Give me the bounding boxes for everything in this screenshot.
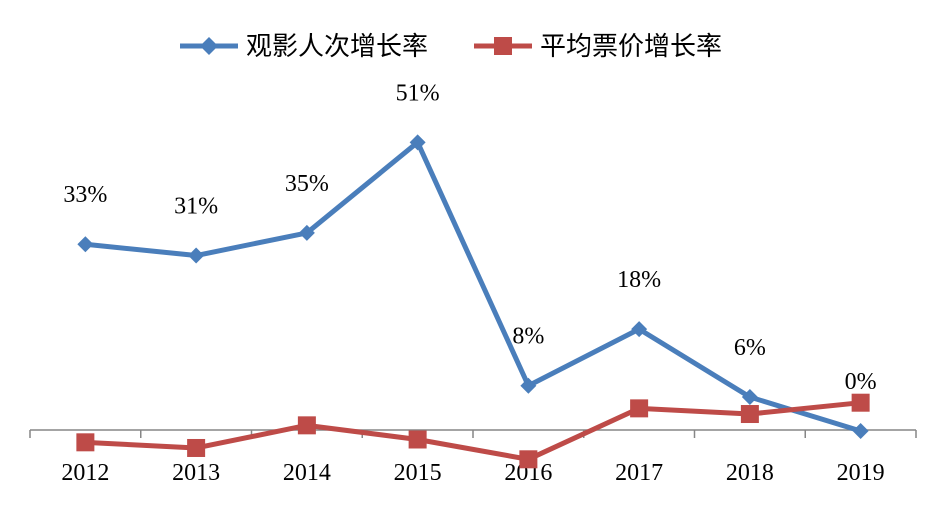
series-line-2 (85, 400, 861, 462)
data-point-square (408, 430, 427, 449)
x-tick-label: 2013 (172, 460, 220, 486)
data-point-diamond (77, 236, 94, 253)
legend: 观影人次增长率 平均票价增长率 (180, 32, 722, 62)
data-label: 51% (396, 80, 440, 106)
legend-marker-diamond (200, 37, 218, 55)
series-line-1 (85, 139, 862, 434)
data-point-diamond (188, 247, 205, 264)
data-label: 18% (617, 267, 661, 293)
data-label: 6% (734, 335, 766, 361)
x-tick-label: 2018 (726, 460, 774, 486)
data-label: 35% (285, 171, 329, 197)
series-group (76, 134, 870, 469)
data-point-diamond (298, 224, 315, 241)
data-point-diamond (409, 134, 426, 151)
legend-item-1: 观影人次增长率 (180, 32, 428, 62)
x-tick-label: 2014 (283, 460, 331, 486)
data-point-diamond (520, 377, 537, 394)
data-point-square (630, 399, 649, 418)
data-point-diamond (852, 423, 869, 439)
x-tick-label: 2017 (615, 460, 663, 486)
data-label: 0% (845, 369, 877, 395)
data-point-square (740, 405, 759, 424)
data-point-square (851, 393, 870, 412)
legend-label: 观影人次增长率 (246, 32, 428, 62)
data-point-square (519, 450, 538, 469)
x-tick-label: 2015 (394, 460, 442, 486)
data-point-square (76, 433, 95, 452)
x-axis: 2012 2013 2014 2015 2016 2017 2018 2019 (29, 429, 917, 486)
data-labels: 33% 31% 35% 51% 8% 18% 6% 0% (63, 80, 876, 395)
data-label: 8% (512, 324, 544, 350)
data-point-diamond (741, 389, 758, 406)
legend-label: 平均票价增长率 (540, 32, 722, 62)
legend-item-2: 平均票价增长率 (474, 32, 722, 62)
data-point-square (297, 416, 316, 435)
data-label: 33% (63, 182, 107, 208)
data-point-diamond (631, 321, 648, 338)
data-label: 31% (174, 194, 218, 220)
data-point-square (187, 438, 206, 457)
x-tick-label: 2019 (837, 460, 885, 486)
legend-marker-square (494, 37, 512, 55)
x-tick-label: 2012 (61, 460, 109, 486)
